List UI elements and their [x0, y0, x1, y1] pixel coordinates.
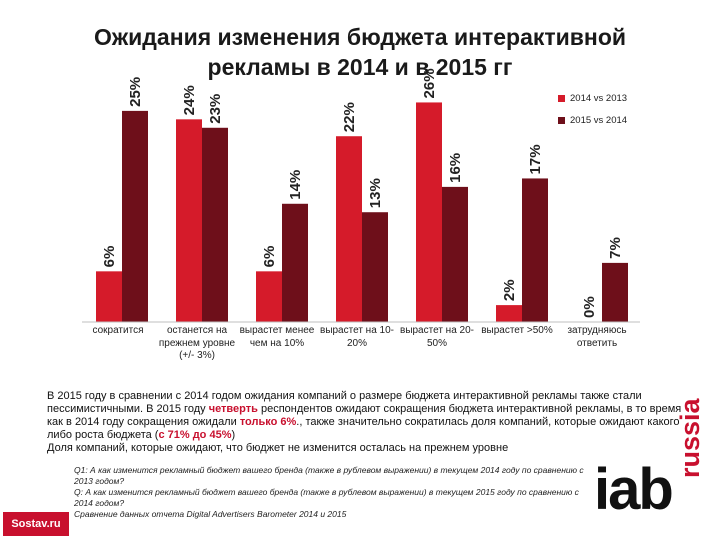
bars-layer: 6% 25% 24% 23% 6% 14% 22% 13% 26% 16% 2% 17% 0% 7%	[96, 68, 628, 323]
data-label-2014-cat-6: 2%	[501, 279, 518, 301]
bar-2014-cat-1	[96, 271, 122, 322]
iab-russia-logo: russia	[675, 398, 705, 478]
bar-2014-cat-4	[336, 136, 362, 322]
legend-label-2015: 2015 vs 2014	[570, 114, 628, 126]
bar-2014-cat-2	[176, 119, 202, 322]
category-label: сократится	[92, 325, 144, 336]
data-label-2014-cat-1: 6%	[101, 246, 118, 268]
summary-text: В 2015 году в сравнении с 2014 годом ожи…	[47, 390, 687, 455]
footnotes: Q1: А как изменится рекламный бюджет ваш…	[74, 465, 584, 520]
data-label-2014-cat-7: 0%	[581, 296, 598, 318]
summary-highlight: только 6%	[239, 416, 297, 428]
bar-2014-cat-6	[496, 305, 522, 322]
summary-text-part: респондентов ожидают сокращения бюджета …	[47, 403, 682, 428]
summary-paragraph-2: Доля компаний, которые ожидают, что бюдж…	[47, 442, 509, 454]
iab-logo: iab	[594, 457, 674, 522]
data-label-2015-cat-3: 14%	[287, 170, 304, 200]
data-label-2015-cat-5: 16%	[447, 153, 464, 183]
footnote-source: Сравнение данных отчета Digital Advertis…	[74, 509, 347, 519]
category-label: останется на прежнем уровне (+/- 3%)	[158, 325, 236, 361]
data-label-2015-cat-2: 23%	[207, 94, 224, 124]
bar-2015-cat-5	[442, 186, 468, 322]
category-label: вырастет менее чем на 10%	[239, 325, 315, 349]
summary-highlight: четверть	[208, 403, 258, 415]
bar-2015-cat-6	[522, 178, 548, 322]
data-label-2015-cat-7: 7%	[607, 237, 624, 259]
legend-swatch-2014	[558, 94, 565, 102]
data-label-2014-cat-5: 26%	[421, 68, 438, 98]
category-label: вырастет на 10-20%	[320, 325, 394, 349]
data-label-2015-cat-4: 13%	[367, 178, 384, 208]
chart-title: Ожидания изменения бюджета интерактивной…	[60, 22, 660, 82]
data-label-2014-cat-2: 24%	[181, 85, 198, 115]
summary-text-part: В 2015 году в сравнении с 2014 годом ожи…	[47, 390, 642, 415]
bar-chart: 6% 25% 24% 23% 6% 14% 22% 13% 26% 16% 2% 17% 0% 7%	[82, 68, 640, 323]
bar-2014-cat-3	[256, 271, 282, 322]
data-label-2015-cat-1: 25%	[127, 77, 144, 107]
category-label: вырастет >50%	[481, 325, 553, 336]
legend-swatch-2015	[558, 116, 565, 124]
data-label-2014-cat-4: 22%	[341, 102, 358, 132]
sostav-logo: Sostav.ru	[3, 512, 69, 536]
legend-label-2014: 2014 vs 2013	[570, 92, 628, 104]
summary-text-part: )	[231, 429, 236, 441]
bar-2015-cat-1	[122, 110, 148, 322]
data-label-2014-cat-3: 6%	[261, 246, 278, 268]
bar-2015-cat-4	[362, 212, 388, 322]
bar-2015-cat-3	[282, 203, 308, 322]
chart-legend: 2014 vs 2013 2015 vs 2014	[558, 91, 627, 135]
footnote-q1: Q1: А как изменится рекламный бюджет ваш…	[74, 465, 584, 486]
summary-paragraph-1: В 2015 году в сравнении с 2014 годом ожи…	[47, 390, 687, 442]
data-label-2015-cat-6: 17%	[527, 144, 544, 174]
bar-2015-cat-2	[202, 127, 228, 323]
footnote-q2: Q: А как изменится рекламный бюджет ваше…	[74, 487, 579, 508]
bar-2015-cat-7	[602, 262, 628, 322]
category-axis: сократится останется на прежнем уровне (…	[0, 325, 720, 365]
chart-title-line-2: рекламы в 2014 и в 2015 гг	[207, 54, 513, 80]
bar-2014-cat-5	[416, 102, 442, 322]
legend-item-2014: 2014 vs 2013	[558, 91, 627, 105]
summary-text-part: ., также значительно сократилась доля ко…	[47, 416, 680, 441]
chart-title-line-1: Ожидания изменения бюджета интерактивной	[93, 24, 627, 50]
summary-highlight: с 71% до 45%	[158, 429, 232, 441]
category-label: затрудняюсь ответить	[567, 325, 627, 349]
category-label: вырастет на 20-50%	[400, 325, 474, 349]
legend-item-2015: 2015 vs 2014	[558, 113, 627, 127]
